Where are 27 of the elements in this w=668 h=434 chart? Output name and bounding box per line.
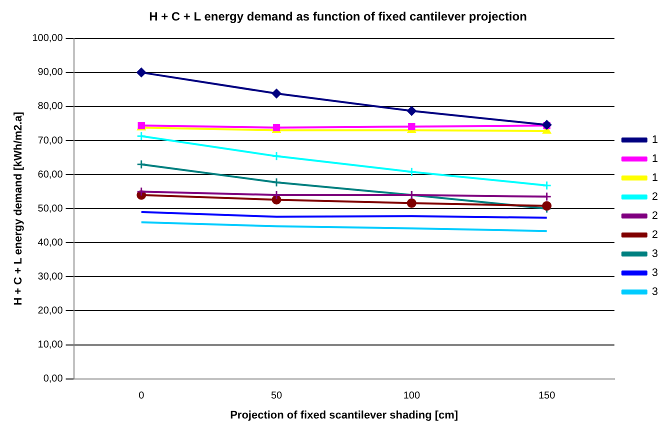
y-tick-label: 0,00 xyxy=(43,374,64,385)
y-tick-label: 10,00 xyxy=(38,340,64,351)
x-axis-title: Projection of fixed scantilever shading [cm] xyxy=(230,409,458,422)
legend-label: 3 xyxy=(652,286,658,298)
x-tick-label: 150 xyxy=(538,390,556,402)
y-tick-label: 70,00 xyxy=(38,135,64,146)
y-tick-label: 100,00 xyxy=(32,33,64,44)
x-tick-label: 100 xyxy=(403,390,420,402)
y-axis-title: H + C + L energy demand [kWh/m2.a] xyxy=(12,111,25,306)
legend-label: 1 xyxy=(652,134,658,146)
x-tick-label: 0 xyxy=(138,390,145,402)
legend-label: 2 xyxy=(652,191,658,204)
y-tick-label: 30,00 xyxy=(38,271,64,282)
y-tick-label: 20,00 xyxy=(38,305,64,316)
x-tick-label: 50 xyxy=(270,390,283,402)
legend-label: 1 xyxy=(652,153,658,166)
y-tick-label: 90,00 xyxy=(38,67,64,78)
legend-label: 3 xyxy=(652,267,658,280)
y-tick-label: 40,00 xyxy=(38,237,64,248)
legend-label: 3 xyxy=(652,248,658,260)
y-tick-label: 80,00 xyxy=(38,101,64,112)
legend-label: 2 xyxy=(652,229,658,242)
y-tick-label: 50,00 xyxy=(38,203,64,214)
legend-label: 1 xyxy=(652,172,658,184)
chart-title: H + C + L energy demand as function of fixed cantilever projection xyxy=(149,10,527,24)
y-tick-label: 60,00 xyxy=(38,169,64,180)
legend-label: 2 xyxy=(652,210,658,222)
